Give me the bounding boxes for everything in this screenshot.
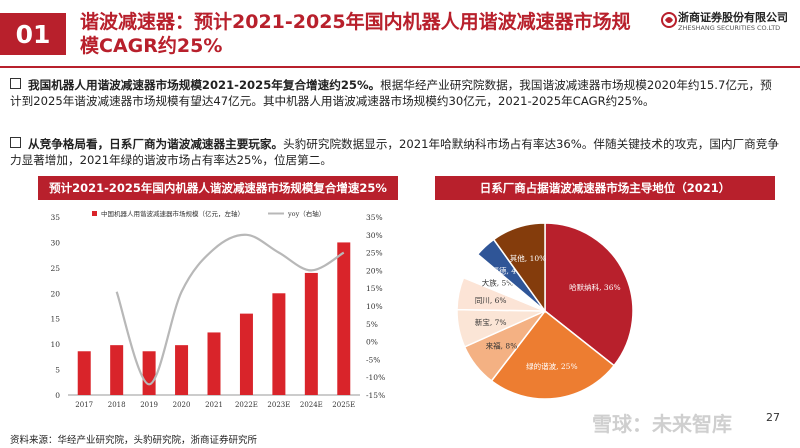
y-left-tick-label: 15 xyxy=(50,315,60,324)
bar xyxy=(337,242,351,395)
pie-slice-label: 其他, 10% xyxy=(510,253,546,263)
bullet-text: 头豹研究院数据显示，2021年哈默纳科市场占有率达36%。伴随关键技术的攻克，国… xyxy=(10,137,779,167)
y-right-tick-label: -15% xyxy=(366,391,385,400)
y-left-tick-label: 5 xyxy=(55,366,60,375)
y-right-tick-label: 35% xyxy=(366,213,383,222)
x-tick-label: 2018 xyxy=(108,401,126,409)
x-tick-label: 2022E xyxy=(235,401,258,409)
checkbox-bullet-icon xyxy=(10,137,21,148)
x-tick-label: 2023E xyxy=(267,401,290,409)
bar xyxy=(272,293,286,395)
bar xyxy=(77,351,91,395)
yoy-line xyxy=(115,233,345,386)
y-left-tick-label: 10 xyxy=(50,340,60,349)
x-tick-label: 2019 xyxy=(140,401,158,409)
x-tick-label: 2020 xyxy=(173,401,191,409)
market-share-chart: 哈默纳科, 36% 绿的谐波, 25% 来福, 8% 新宝, 7% 同川, 6% 大族, … xyxy=(440,205,780,405)
y-right-tick-label: -10% xyxy=(366,373,385,382)
pie-slice-label: 绿的谐波, 25% xyxy=(526,361,577,371)
y-left-tick-label: 25 xyxy=(50,264,60,273)
bar xyxy=(304,272,318,395)
pie-slice xyxy=(544,222,634,367)
x-tick-label: 2025E xyxy=(332,401,355,409)
y-right-tick-label: -5% xyxy=(366,355,380,364)
y-left-tick-label: 35 xyxy=(50,213,60,222)
bullet-text: 根据华经产业研究院数据，我国谐波减速器市场规模2020年约15.7亿元，预计到2… xyxy=(10,78,772,108)
pie-slice-label: 哈默纳科, 36% xyxy=(569,282,620,292)
pie-slice-label: 新宝, 7% xyxy=(475,317,507,327)
y-right-tick-label: 15% xyxy=(366,284,383,293)
y-right-tick-label: 0% xyxy=(366,338,378,347)
y-right-tick-label: 20% xyxy=(366,266,383,275)
pie-slice xyxy=(492,222,546,314)
pie-slice-label: 大族, 5% xyxy=(482,277,514,287)
bullet-paragraph-1: 我国机器人用谐波减速器市场规模2021-2025年复合增速约25%。根据华经产业… xyxy=(10,77,780,109)
bar xyxy=(175,345,189,395)
header-divider xyxy=(0,66,800,68)
page-number: 27 xyxy=(766,411,780,424)
section-number: 01 xyxy=(0,13,66,55)
pie-slice-label: 福德, 4% xyxy=(492,265,524,275)
source-note: 资料来源：华经产业研究院，头豹研究院，浙商证券研究所 xyxy=(10,435,258,446)
legend-bar-swatch xyxy=(92,211,97,216)
bullet-lead: 从竞争格局看，日系厂商为谐波减速器主要玩家。 xyxy=(28,137,284,151)
left-chart-header: 预计2021-2025年国内机器人谐波减速器市场规模复合增速25% xyxy=(38,176,398,200)
legend-line-label: yoy（右轴） xyxy=(287,209,325,218)
legend-bar-label: 中国机器人用谐波减速器市场规模（亿元，左轴） xyxy=(101,209,244,218)
y-left-tick-label: 0 xyxy=(55,391,60,400)
bar xyxy=(207,332,221,395)
company-name-en: ZHESHANG SECURITIES CO.LTD xyxy=(678,24,781,32)
y-right-tick-label: 30% xyxy=(366,231,383,240)
market-size-chart: 0 5 10 15 20 25 30 35 -15% -10% -5% 0% 5% 10% 15% 20% 25… xyxy=(30,205,400,415)
right-chart-header: 日系厂商占据谐波减速器市场主导地位（2021） xyxy=(435,176,775,200)
y-left-tick-label: 20 xyxy=(50,289,60,298)
x-tick-label: 2021 xyxy=(205,401,223,409)
bullet-lead: 我国机器人用谐波减速器市场规模2021-2025年复合增速约25%。 xyxy=(28,78,381,92)
bar xyxy=(142,351,156,395)
y-right-tick-label: 5% xyxy=(366,320,378,329)
y-right-tick-label: 25% xyxy=(366,249,383,258)
pie-chart-svg: 哈默纳科, 36% 绿的谐波, 25% 来福, 8% 新宝, 7% 同川, 6% 大族, … xyxy=(456,222,634,400)
x-tick-label: 2017 xyxy=(75,401,93,409)
y-right-tick-label: 10% xyxy=(366,302,383,311)
company-logo-icon xyxy=(661,12,677,28)
watermark: 雪球：未来智库 xyxy=(592,412,732,436)
bar xyxy=(110,345,124,395)
page-title: 谐波减速器：预计2021-2025年国内机器人用谐波减速器市场规模CAGR约25… xyxy=(80,11,631,57)
pie-slice-label: 来福, 8% xyxy=(486,341,518,350)
checkbox-bullet-icon xyxy=(10,78,21,89)
bar-line-chart-svg: 0 5 10 15 20 25 30 35 -15% -10% -5% 0% 5% 10% 15% 20% 25… xyxy=(50,209,385,409)
company-name-cn: 浙商证券股份有限公司 xyxy=(678,11,788,24)
y-left-tick-label: 30 xyxy=(50,238,60,247)
bar xyxy=(239,313,253,395)
bullet-paragraph-2: 从竞争格局看，日系厂商为谐波减速器主要玩家。头豹研究院数据显示，2021年哈默纳… xyxy=(10,136,780,168)
pie-slice xyxy=(490,309,616,400)
x-tick-label: 2024E xyxy=(300,401,323,409)
pie-slice-label: 同川, 6% xyxy=(475,296,507,305)
